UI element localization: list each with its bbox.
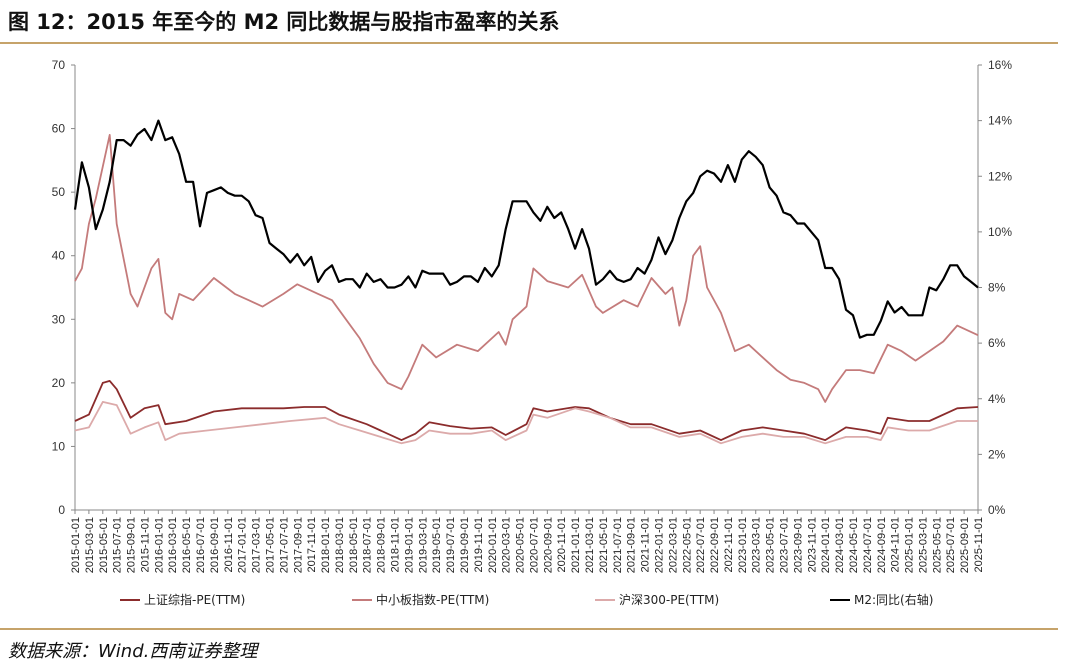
- legend-label-2: 中小板指数-PE(TTM): [376, 592, 489, 607]
- top-divider: [0, 42, 1058, 44]
- right-tick-label: 12%: [988, 169, 1012, 183]
- legend-label-3: 沪深300-PE(TTM): [619, 593, 719, 607]
- x-tick-label: 2019-05-01: [431, 517, 443, 573]
- x-tick-label: 2022-09-01: [709, 517, 721, 573]
- right-tick-label: 16%: [988, 58, 1012, 72]
- x-tick-label: 2022-01-01: [653, 517, 665, 573]
- x-tick-label: 2018-07-01: [362, 517, 374, 573]
- series-line-4: [73, 119, 979, 339]
- x-tick-label: 2018-05-01: [348, 517, 360, 573]
- x-tick-label: 2020-07-01: [528, 517, 540, 573]
- x-tick-label: 2019-01-01: [403, 517, 415, 573]
- x-tick-label: 2016-07-01: [195, 517, 207, 573]
- x-tick-label: 2016-09-01: [209, 517, 221, 573]
- bottom-divider: [0, 628, 1058, 630]
- x-tick-label: 2025-09-01: [959, 517, 971, 573]
- chart-title: 图 12：2015 年至今的 M2 同比数据与股指市盈率的关系: [8, 10, 560, 34]
- right-tick-label: 4%: [988, 392, 1006, 406]
- x-tick-label: 2016-03-01: [167, 517, 179, 573]
- series-line-2: [74, 134, 979, 403]
- x-tick-label: 2019-09-01: [459, 517, 471, 573]
- x-tick-label: 2015-05-01: [98, 517, 110, 573]
- x-tick-label: 2017-11-01: [306, 517, 318, 572]
- x-tick-label: 2023-03-01: [751, 517, 763, 573]
- x-tick-label: 2021-09-01: [626, 517, 638, 573]
- x-tick-label: 2019-11-01: [473, 517, 485, 572]
- x-tick-label: 2024-09-01: [876, 517, 888, 573]
- left-tick-label: 30: [52, 312, 66, 326]
- x-tick-label: 2021-01-01: [570, 517, 582, 573]
- x-tick-label: 2017-03-01: [251, 517, 263, 573]
- x-tick-label: 2022-11-01: [723, 517, 735, 572]
- x-tick-label: 2015-11-01: [139, 517, 151, 572]
- legend-label-1: 上证综指-PE(TTM): [144, 592, 245, 607]
- x-tick-label: 2016-01-01: [153, 517, 165, 573]
- right-tick-label: 14%: [988, 114, 1012, 128]
- x-tick-label: 2018-01-01: [320, 517, 332, 573]
- x-tick-label: 2022-07-01: [695, 517, 707, 573]
- right-tick-label: 10%: [988, 225, 1012, 239]
- source-note: 数据来源：Wind.西南证券整理: [8, 641, 258, 662]
- series-line-1: [74, 380, 979, 441]
- x-tick-label: 2025-01-01: [904, 517, 916, 573]
- left-tick-label: 10: [52, 439, 66, 453]
- x-tick-label: 2018-09-01: [376, 517, 388, 573]
- x-tick-label: 2021-05-01: [598, 517, 610, 573]
- x-tick-label: 2024-11-01: [890, 517, 902, 572]
- x-tick-label: 2015-07-01: [112, 517, 124, 573]
- x-tick-label: 2021-07-01: [612, 517, 624, 573]
- x-tick-label: 2025-11-01: [973, 517, 985, 572]
- x-tick-label: 2023-11-01: [806, 517, 818, 572]
- left-tick-label: 20: [52, 376, 66, 390]
- x-tick-label: 2023-05-01: [765, 517, 777, 573]
- legend-label-4: M2:同比(右轴): [854, 592, 933, 607]
- x-tick-label: 2025-07-01: [945, 517, 957, 573]
- x-tick-label: 2015-01-01: [70, 517, 82, 573]
- x-tick-label: 2017-01-01: [237, 517, 249, 573]
- x-tick-label: 2023-01-01: [737, 517, 749, 573]
- right-tick-label: 2%: [988, 447, 1006, 461]
- x-tick-label: 2024-05-01: [848, 517, 860, 573]
- x-tick-label: 2025-03-01: [917, 517, 929, 573]
- x-tick-label: 2020-01-01: [487, 517, 499, 573]
- x-tick-label: 2015-03-01: [84, 517, 96, 573]
- x-tick-label: 2016-11-01: [223, 517, 235, 572]
- x-tick-label: 2023-09-01: [792, 517, 804, 573]
- x-tick-label: 2025-05-01: [931, 517, 943, 573]
- left-tick-label: 0: [58, 503, 65, 517]
- left-tick-label: 70: [52, 58, 66, 72]
- x-tick-label: 2018-03-01: [334, 517, 346, 573]
- right-tick-label: 6%: [988, 336, 1006, 350]
- x-tick-label: 2020-11-01: [556, 517, 568, 572]
- series-line-3: [74, 401, 978, 445]
- chart-area: 0 10 20 30 40 50 60 70 0% 2% 4% 6% 8% 10% 12% 14% 16% 201…: [52, 58, 1013, 607]
- x-tick-label: 2022-03-01: [667, 517, 679, 573]
- right-tick-label: 0%: [988, 503, 1006, 517]
- x-tick-label: 2019-07-01: [445, 517, 457, 573]
- x-tick-label: 2016-05-01: [181, 517, 193, 573]
- x-tick-label: 2017-07-01: [278, 517, 290, 573]
- x-tick-label: 2021-11-01: [640, 517, 652, 572]
- x-tick-label: 2018-11-01: [390, 517, 402, 572]
- x-tick-label: 2024-03-01: [834, 517, 846, 573]
- right-tick-label: 8%: [988, 281, 1006, 295]
- left-tick-label: 50: [52, 185, 66, 199]
- x-tick-label: 2020-03-01: [501, 517, 513, 573]
- chart-lines: [73, 119, 979, 445]
- x-tick-label: 2024-07-01: [862, 517, 874, 573]
- chart-axes: 0 10 20 30 40 50 60 70 0% 2% 4% 6% 8% 10% 12% 14% 16% 201…: [52, 58, 1013, 573]
- x-tick-label: 2017-05-01: [264, 517, 276, 573]
- left-tick-label: 40: [52, 249, 66, 263]
- x-tick-label: 2020-05-01: [515, 517, 527, 573]
- chart-legend: 上证综指-PE(TTM) 中小板指数-PE(TTM) 沪深300-PE(TTM) M2…: [120, 592, 933, 607]
- x-tick-label: 2022-05-01: [681, 517, 693, 573]
- left-tick-label: 60: [52, 122, 66, 136]
- x-tick-label: 2021-03-01: [584, 517, 596, 573]
- x-tick-label: 2019-03-01: [417, 517, 429, 573]
- x-tick-label: 2024-01-01: [820, 517, 832, 573]
- x-tick-label: 2015-09-01: [126, 517, 138, 573]
- x-tick-label: 2023-07-01: [779, 517, 791, 573]
- x-tick-label: 2017-09-01: [292, 517, 304, 573]
- x-tick-label: 2020-09-01: [542, 517, 554, 573]
